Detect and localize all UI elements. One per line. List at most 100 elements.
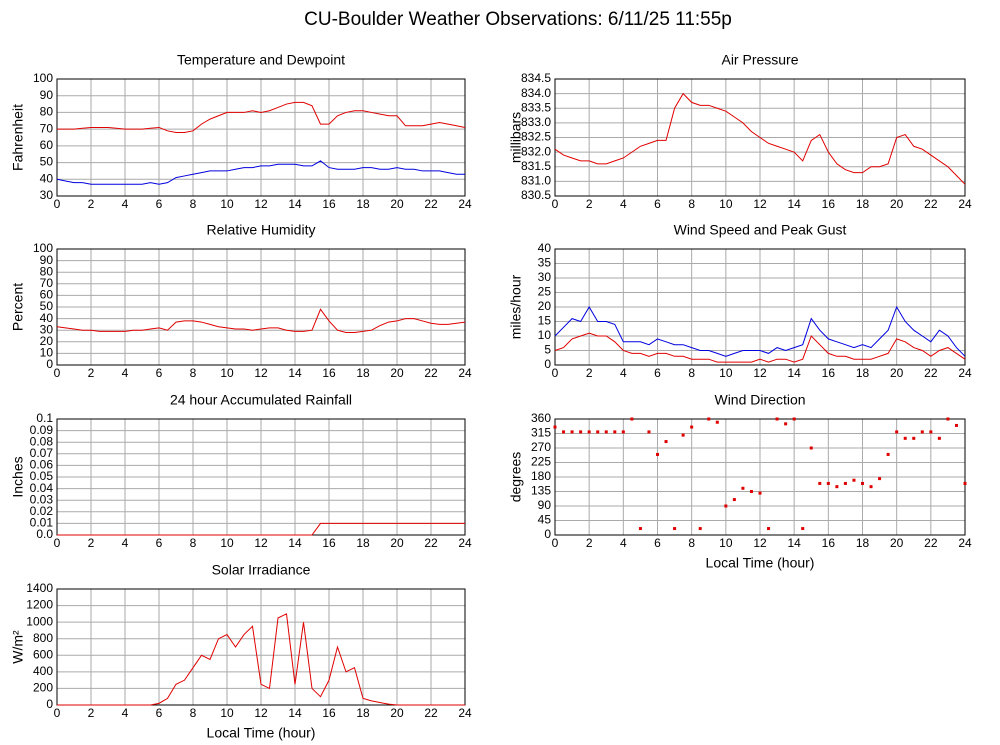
plot-frame [554,78,966,197]
y-tick-label: 5 [544,343,551,357]
x-tick-label: 6 [156,197,163,211]
panel-title: 24 hour Accumulated Rainfall [170,392,352,408]
x-tick-label: 10 [220,706,234,720]
x-tick-label: 0 [552,366,559,380]
data-line [56,160,465,185]
x-tick-label: 22 [424,536,438,550]
x-tick-label: 14 [288,366,302,380]
data-point [792,417,796,421]
x-tick-label: 8 [190,536,197,550]
x-tick-label: 14 [787,536,801,550]
y-tick-label: 315 [531,426,551,440]
y-tick-label: 10 [538,328,552,342]
x-tick-label: 2 [586,197,593,211]
x-tick-label: 0 [552,197,559,211]
y-tick-label: 90 [40,88,54,102]
data-point [809,446,813,450]
x-tick-label: 14 [787,366,801,380]
y-axis-label: degrees [508,452,524,503]
y-tick-label: 0.02 [30,504,54,518]
y-tick-label: 831.0 [521,174,551,188]
y-tick-label: 225 [531,455,551,469]
x-tick-label: 10 [719,536,733,550]
data-point [630,417,634,421]
y-tick-label: 40 [40,311,54,325]
data-line [57,613,465,706]
y-tick-label: 20 [40,334,54,348]
x-tick-label: 22 [924,536,938,550]
y-tick-label: 0 [544,527,551,541]
page-title: CU-Boulder Weather Observations: 6/11/25… [304,9,732,30]
x-tick-label: 0 [54,706,61,720]
y-tick-label: 80 [40,264,54,278]
data-point [843,481,847,485]
data-point [715,420,719,424]
y-tick-label: 600 [33,647,53,661]
panel-title: Air Pressure [721,52,798,68]
data-point [886,452,890,456]
data-point [937,436,941,440]
x-tick-label: 6 [654,536,661,550]
x-tick-label: 22 [924,366,938,380]
data-point [732,498,736,502]
y-tick-label: 30 [538,270,552,284]
data-line [554,332,966,363]
data-point [801,527,805,531]
x-tick-label: 24 [458,536,472,550]
y-tick-label: 0.09 [30,423,54,437]
x-tick-label: 6 [156,536,163,550]
y-tick-label: 0.03 [30,492,54,506]
x-tick-label: 20 [390,197,404,211]
x-tick-label: 8 [688,536,695,550]
x-tick-label: 12 [254,366,268,380]
x-tick-label: 0 [54,366,61,380]
data-point [912,436,916,440]
data-line [57,522,465,536]
panel-title: Wind Speed and Peak Gust [674,222,847,238]
x-tick-label: 6 [654,197,661,211]
x-tick-label: 4 [122,366,129,380]
data-point [818,481,822,485]
x-tick-label: 24 [958,536,972,550]
x-tick-label: 12 [254,197,268,211]
y-tick-label: 834.0 [521,86,551,100]
data-point [553,425,557,429]
y-tick-label: 800 [33,631,53,645]
data-point [946,417,950,421]
y-tick-label: 45 [538,513,552,527]
x-tick-label: 24 [458,366,472,380]
y-tick-label: 180 [531,469,551,483]
y-tick-label: 1400 [26,581,53,595]
x-tick-label: 0 [54,197,61,211]
y-tick-label: 832.0 [521,144,551,158]
data-point [920,430,924,434]
y-tick-label: 0.0 [36,527,53,541]
y-tick-label: 40 [40,171,54,185]
x-tick-label: 18 [356,366,370,380]
y-tick-label: 100 [33,241,53,255]
y-tick-label: 60 [40,138,54,152]
data-point [707,417,711,421]
y-tick-label: 90 [40,253,54,267]
data-point [638,527,642,531]
y-axis-label: Fahrenheit [10,104,26,171]
x-tick-label: 20 [890,366,904,380]
data-point [826,481,830,485]
y-tick-label: 832.5 [521,130,551,144]
y-tick-label: 833.5 [521,100,551,114]
y-tick-label: 30 [40,322,54,336]
data-point [596,430,600,434]
data-point [562,430,566,434]
y-tick-label: 10 [40,346,54,360]
x-tick-label: 18 [856,197,870,211]
plot-frame [56,248,466,366]
x-tick-label: 10 [220,197,234,211]
x-tick-label: 14 [288,706,302,720]
y-tick-label: 200 [33,681,53,695]
x-tick-label: 12 [254,536,268,550]
data-point [895,430,899,434]
data-point [869,485,873,489]
x-tick-label: 10 [719,366,733,380]
x-tick-label: 24 [458,197,472,211]
data-point [861,481,864,485]
